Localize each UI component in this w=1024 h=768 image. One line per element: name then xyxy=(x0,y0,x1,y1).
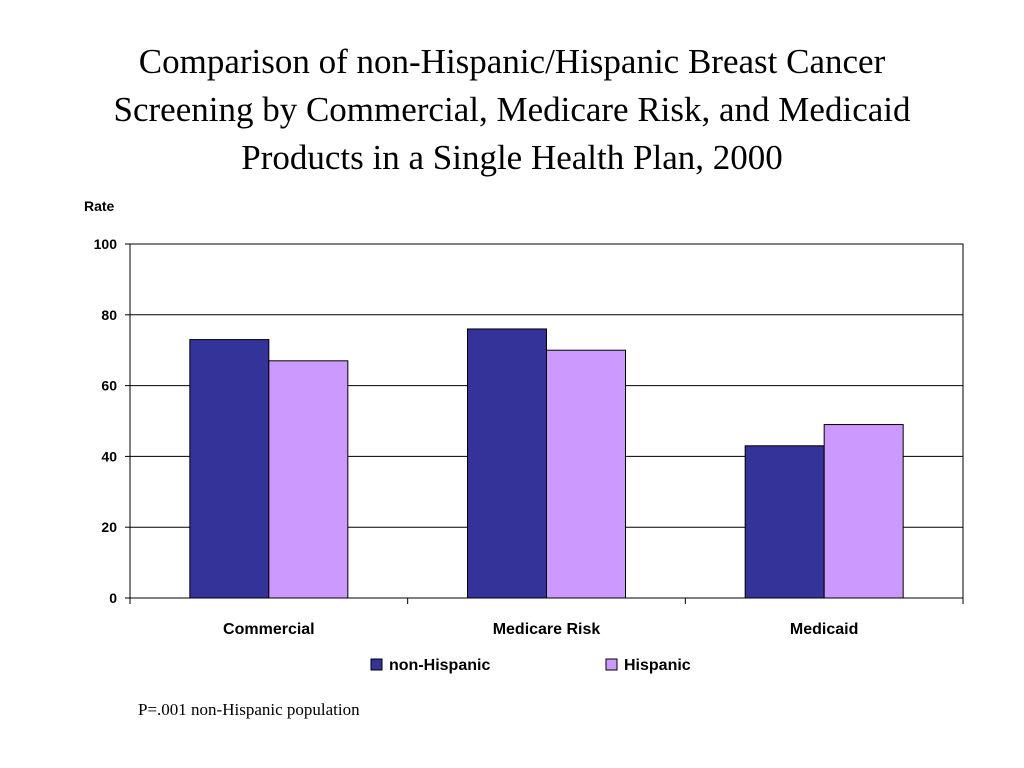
bar-non-hispanic-medicaid xyxy=(744,445,825,599)
category-label: Medicaid xyxy=(790,621,858,638)
chart-title-line: Screening by Commercial, Medicare Risk, … xyxy=(113,90,911,129)
bar-non-hispanic-medicare-risk xyxy=(467,328,547,599)
y-tick-label: 0 xyxy=(109,590,117,606)
legend-label: non-Hispanic xyxy=(389,657,490,674)
y-tick-label: 20 xyxy=(101,519,117,535)
legend: non-Hispanic Hispanic xyxy=(370,657,691,674)
y-tick-label: 40 xyxy=(101,448,117,464)
bar-hispanic-commercial xyxy=(268,360,349,599)
y-tick-label: 100 xyxy=(94,236,118,252)
chart-title: Comparison of non-Hispanic/Hispanic Brea… xyxy=(60,38,964,182)
bar-non-hispanic-commercial xyxy=(189,339,270,599)
footnote: P=.001 non-Hispanic population xyxy=(138,700,360,719)
y-axis-title: Rate xyxy=(84,198,115,214)
bar-hispanic-medicaid xyxy=(823,424,904,599)
category-label: Commercial xyxy=(223,621,315,638)
y-tick-label: 60 xyxy=(101,378,117,394)
category-labels: Commercial Medicare Risk Medicaid xyxy=(223,621,858,638)
bar-hispanic-medicare-risk xyxy=(546,349,626,599)
legend-label: Hispanic xyxy=(624,657,691,674)
y-tick-label: 80 xyxy=(101,307,117,323)
axes xyxy=(129,598,964,604)
chart-title-line: Comparison of non-Hispanic/Hispanic Brea… xyxy=(138,42,886,81)
legend-swatch xyxy=(605,658,618,671)
bars xyxy=(189,328,904,599)
chart-title-line: Products in a Single Health Plan, 2000 xyxy=(241,138,783,177)
category-label: Medicare Risk xyxy=(493,621,601,638)
legend-swatch xyxy=(370,658,383,671)
y-tick-labels: 0 20 40 60 80 100 xyxy=(94,236,118,606)
